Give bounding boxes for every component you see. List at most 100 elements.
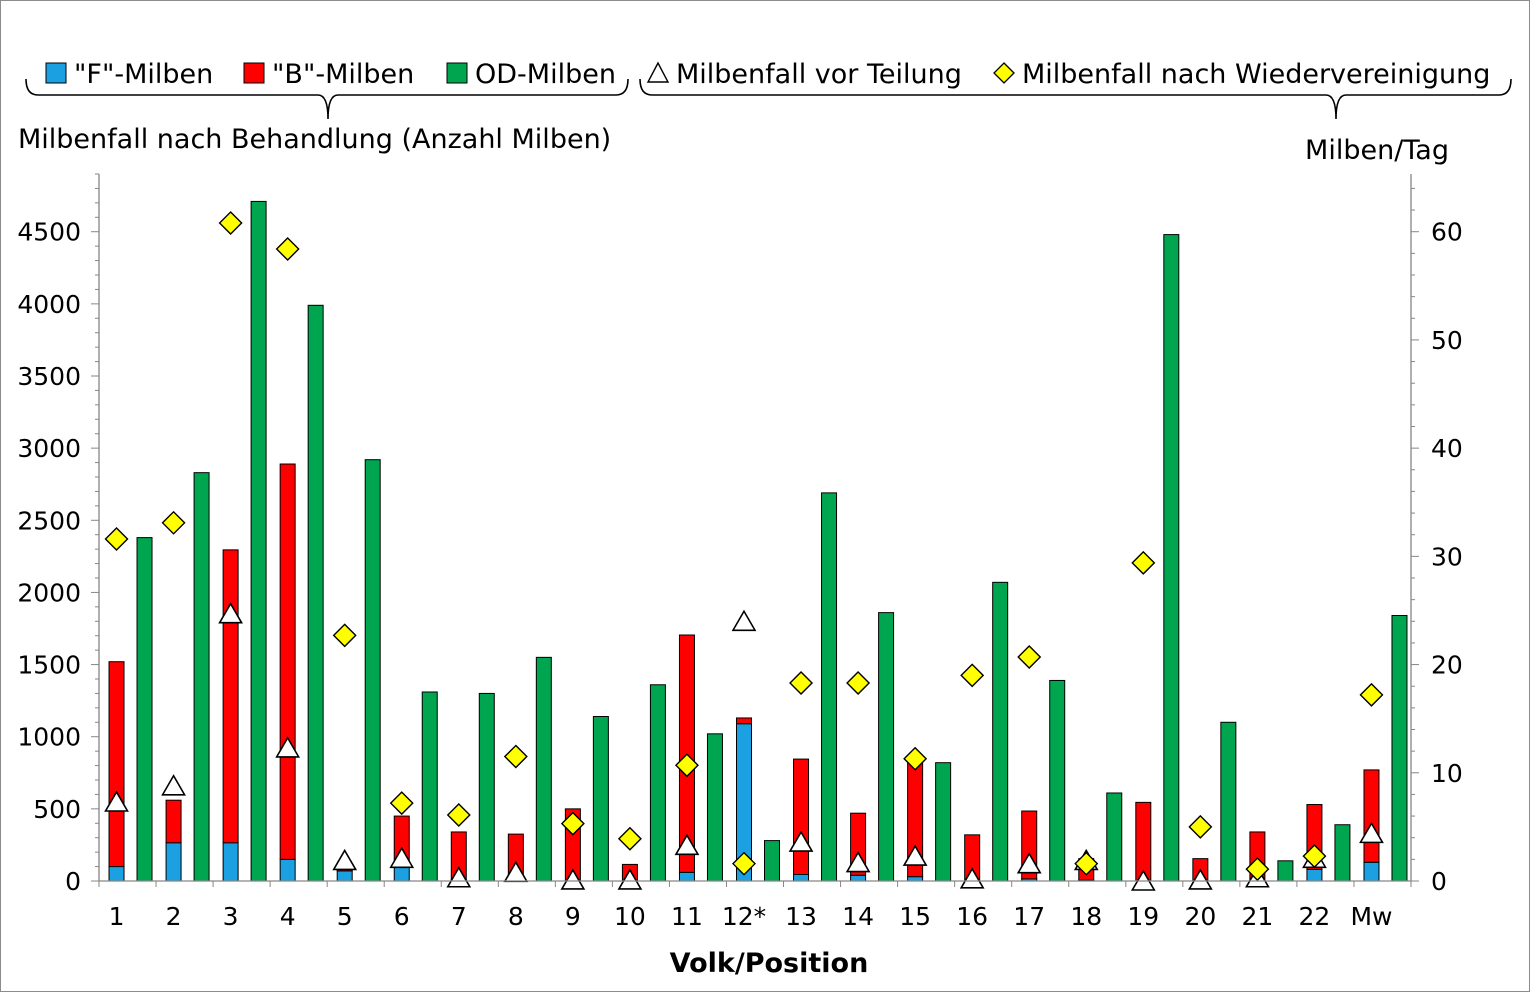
bar-od-milben (1220, 721, 1237, 882)
marker-nach-wiedervereinigung (903, 746, 928, 771)
bar-b-milben (108, 661, 125, 868)
right-legend-brace (639, 78, 1512, 120)
marker-nach-wiedervereinigung (732, 851, 756, 876)
bar-f-milben (393, 866, 410, 882)
marker-vor-teilung (845, 851, 871, 873)
bar-od-milben (821, 492, 838, 882)
marker-vor-teilung (731, 609, 757, 632)
left-tick-label: 2000 (17, 578, 81, 607)
bar-od-milben (1334, 824, 1351, 882)
left-tick-label: 1000 (17, 723, 81, 752)
left-tick-label: 3500 (17, 362, 81, 391)
marker-vor-teilung (104, 790, 129, 812)
x-tick-label: 14 (842, 902, 874, 931)
marker-nach-wiedervereinigung (1359, 682, 1384, 707)
x-tick-label: Mw (1350, 902, 1392, 931)
marker-nach-wiedervereinigung (275, 237, 300, 262)
legend-swatch (243, 62, 265, 84)
marker-vor-teilung (389, 846, 415, 869)
marker-vor-teilung (332, 848, 358, 871)
bar-od-milben (1049, 679, 1066, 882)
marker-nach-wiedervereinigung (1245, 857, 1270, 882)
bar-f-milben (336, 870, 353, 882)
marker-nach-wiedervereinigung (846, 670, 871, 695)
left-tick-label: 1500 (17, 651, 81, 680)
marker-nach-wiedervereinigung (446, 802, 471, 827)
marker-nach-wiedervereinigung (389, 791, 414, 816)
marker-vor-teilung (560, 868, 586, 890)
bar-od-milben (136, 537, 153, 882)
bar-f-milben (1306, 868, 1323, 882)
x-tick-label: 2 (166, 902, 182, 931)
bar-od-milben (764, 840, 780, 882)
bar-od-milben (878, 612, 895, 882)
bar-od-milben (478, 692, 495, 882)
left-legend-brace (25, 78, 629, 120)
x-tick-label: 10 (614, 902, 646, 931)
marker-vor-teilung (674, 833, 700, 856)
bar-od-milben (364, 459, 381, 882)
marker-vor-teilung (1359, 821, 1384, 844)
x-tick-label: 3 (223, 902, 239, 931)
bar-f-milben (165, 842, 182, 882)
bar-od-milben (1277, 860, 1294, 882)
marker-vor-teilung (161, 774, 186, 796)
legend-label: Milbenfall vor Teilung (676, 59, 962, 90)
x-tick-label: 8 (508, 902, 524, 931)
bar-od-milben (250, 200, 267, 882)
right-tick-label: 40 (1431, 434, 1463, 463)
legend-label: "F"-Milben (74, 59, 213, 90)
legend-label: "B"-Milben (272, 59, 414, 90)
marker-vor-teilung (218, 602, 243, 624)
x-axis: 1 2 3 4 5 6 7 8 9 10 11 12* 13 14 15 16 17 18 19 20 21 22 Mw (98, 880, 1412, 931)
bar-b-milben (165, 799, 182, 844)
right-tick-label: 60 (1431, 218, 1463, 247)
marker-nach-wiedervereinigung (1188, 814, 1213, 839)
left-tick-label: 4500 (17, 218, 81, 247)
bar-b-milben (279, 463, 296, 860)
x-tick-label: 18 (1070, 902, 1102, 931)
marker-vor-teilung (1187, 868, 1213, 890)
bar-od-milben (1391, 615, 1408, 882)
left-tick-label: 2500 (17, 506, 81, 535)
plot-area (104, 200, 1408, 891)
bar-od-milben (649, 684, 666, 882)
marker-nach-wiedervereinigung (617, 826, 642, 851)
bar-od-milben (535, 656, 552, 882)
marker-nach-wiedervereinigung (789, 670, 814, 695)
x-tick-label: 13 (785, 902, 817, 931)
x-tick-label: 5 (337, 902, 353, 931)
marker-vor-teilung (959, 867, 985, 889)
legend-swatch (45, 62, 67, 84)
x-tick-label: 6 (394, 902, 410, 931)
left-axis-title: Milbenfall nach Behandlung (Anzahl Milbe… (18, 124, 611, 155)
bar-od-milben (1106, 792, 1123, 882)
bar-b-milben (793, 758, 810, 876)
left-tick-label: 4000 (17, 290, 81, 319)
legend-swatch (446, 62, 468, 84)
bar-od-milben (421, 691, 438, 882)
bar-f-milben (108, 866, 125, 882)
marker-vor-teilung (1016, 852, 1042, 874)
x-tick-label: 19 (1127, 902, 1159, 931)
bar-od-milben (992, 581, 1009, 882)
marker-nach-wiedervereinigung (161, 510, 186, 535)
marker-nach-wiedervereinigung (1131, 550, 1156, 575)
marker-nach-wiedervereinigung (674, 753, 699, 778)
bar-b-milben (222, 549, 239, 844)
bar-b-milben (736, 717, 752, 725)
x-tick-label: 21 (1241, 902, 1273, 931)
right-tick-label: 50 (1431, 326, 1463, 355)
marker-nach-wiedervereinigung (1074, 851, 1099, 876)
marker-vor-teilung (617, 868, 643, 890)
right-tick-label: 20 (1431, 651, 1463, 680)
right-tick-label: 10 (1431, 759, 1463, 788)
bar-b-milben (1135, 801, 1152, 882)
marker-vor-teilung (446, 866, 472, 888)
bar-f-milben (1363, 861, 1380, 882)
x-tick-label: 16 (956, 902, 988, 931)
marker-vor-teilung (902, 844, 928, 866)
bar-f-milben (279, 858, 296, 882)
bar-od-milben (307, 304, 324, 882)
